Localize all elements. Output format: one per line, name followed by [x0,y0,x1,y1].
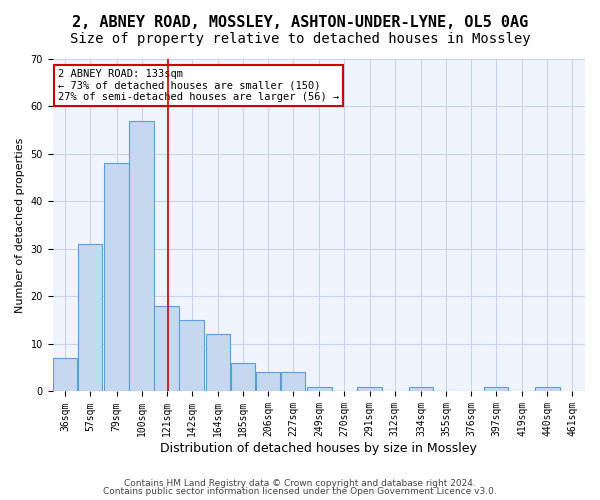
Bar [206,334,230,392]
Text: 2 ABNEY ROAD: 133sqm
← 73% of detached houses are smaller (150)
27% of semi-deta: 2 ABNEY ROAD: 133sqm ← 73% of detached h… [58,69,339,102]
Bar [231,363,255,392]
Bar [78,244,103,392]
Bar [307,386,332,392]
Bar [130,120,154,392]
Bar [535,386,560,392]
Bar [358,386,382,392]
Bar [154,306,179,392]
Bar [256,372,280,392]
Bar [179,320,204,392]
Bar [53,358,77,392]
Y-axis label: Number of detached properties: Number of detached properties [15,138,25,313]
Text: Size of property relative to detached houses in Mossley: Size of property relative to detached ho… [70,32,530,46]
Bar [409,386,433,392]
X-axis label: Distribution of detached houses by size in Mossley: Distribution of detached houses by size … [160,442,477,455]
Text: 2, ABNEY ROAD, MOSSLEY, ASHTON-UNDER-LYNE, OL5 0AG: 2, ABNEY ROAD, MOSSLEY, ASHTON-UNDER-LYN… [72,15,528,30]
Text: Contains public sector information licensed under the Open Government Licence v3: Contains public sector information licen… [103,487,497,496]
Bar [484,386,508,392]
Bar [104,164,129,392]
Text: Contains HM Land Registry data © Crown copyright and database right 2024.: Contains HM Land Registry data © Crown c… [124,478,476,488]
Bar [281,372,305,392]
